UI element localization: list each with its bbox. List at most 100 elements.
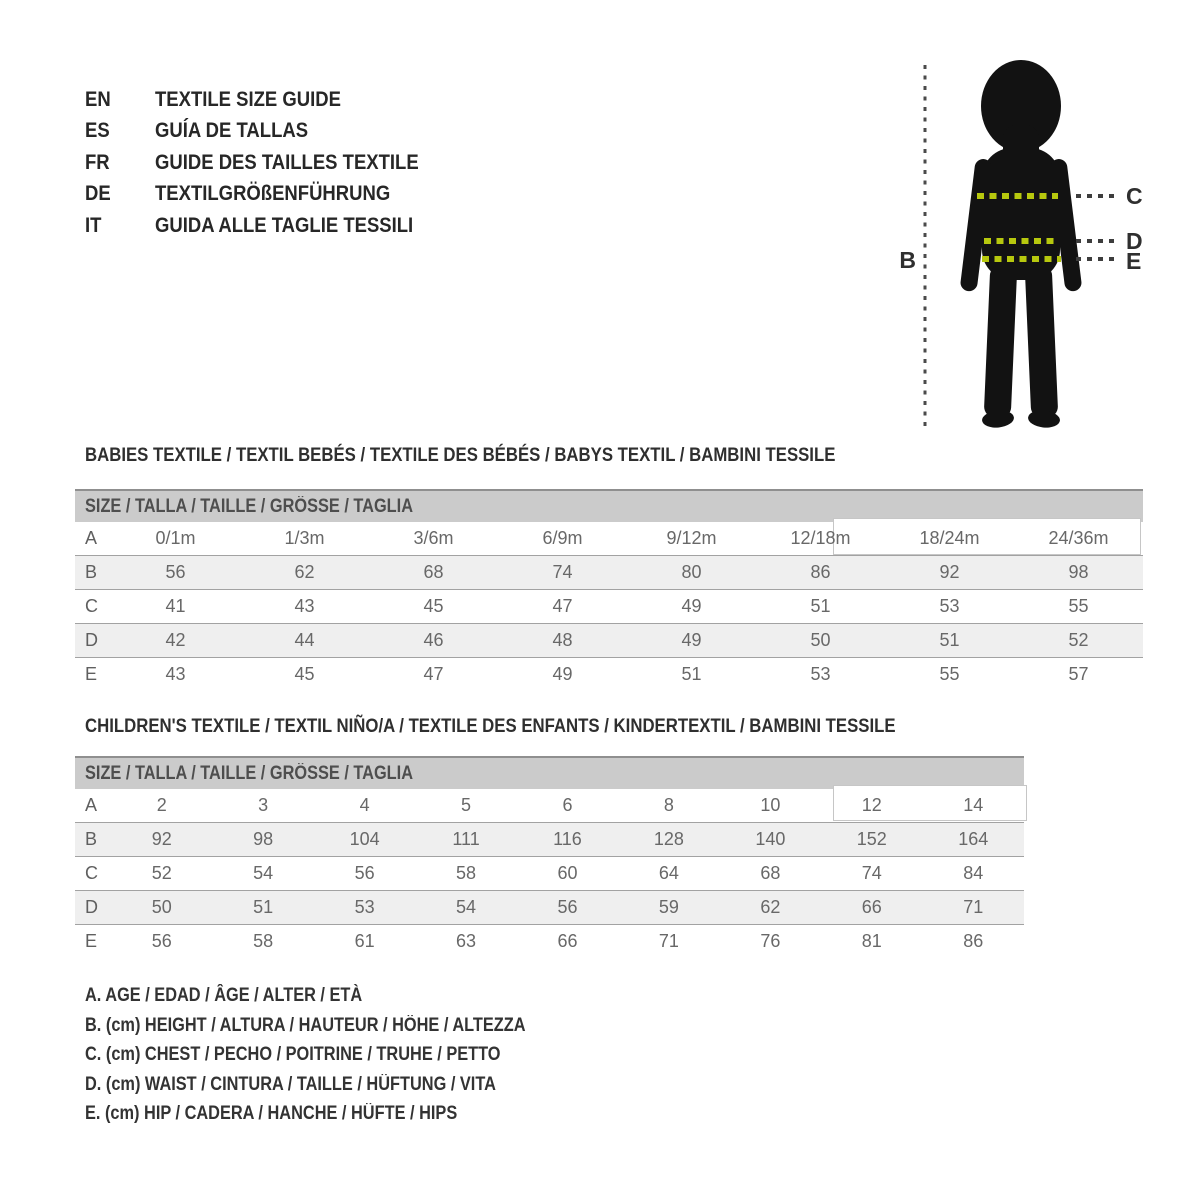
size-value-cell: 47 xyxy=(498,589,627,624)
size-value-cell: 76 xyxy=(760,931,781,951)
table-row: E 56 58 61 63 66 71 76 81 86 xyxy=(75,925,1024,959)
babies-size-table: SIZE / TALLA / TAILLE / GRÖSSE / TAGLIA … xyxy=(75,489,1143,691)
size-value-cell: 74 xyxy=(498,555,627,590)
size-value-cell: 3 xyxy=(212,789,314,823)
size-header-row: SIZE / TALLA / TAILLE / GRÖSSE / TAGLIA xyxy=(75,756,1024,789)
row-label: E xyxy=(85,931,98,951)
size-value-cell: 68 xyxy=(369,555,498,590)
table-row: A 0/1m 1/3m 3/6m 6/9m 9/12m 12/18m 18/24m 24/36m xyxy=(75,522,1143,556)
language-row-it: IT GUIDA ALLE TAGLIE TESSILI xyxy=(85,210,462,241)
guide-title-es: GUÍA DE TALLAS xyxy=(155,118,309,143)
hip-label: E xyxy=(1126,248,1141,274)
row-label: A xyxy=(75,789,111,823)
table-row: B 56 62 68 74 80 86 92 98 xyxy=(75,555,1143,590)
size-value-cell: 42 xyxy=(111,623,240,658)
size-value-cell: 62 xyxy=(240,555,369,590)
size-value-cell: 49 xyxy=(552,664,573,684)
size-value-cell: 6/9m xyxy=(498,522,627,556)
language-code: FR xyxy=(85,149,110,174)
size-value-cell: 116 xyxy=(516,822,619,857)
size-value-cell: 55 xyxy=(939,664,960,684)
size-value-cell: 52 xyxy=(1014,623,1143,658)
size-value-cell: 12/18m xyxy=(756,522,885,556)
size-value-cell: 61 xyxy=(354,931,375,951)
guide-title-it: GUIDA ALLE TAGLIE TESSILI xyxy=(155,212,414,237)
size-value-cell: 74 xyxy=(821,856,923,891)
size-value-cell: 92 xyxy=(885,555,1014,590)
size-value-cell: 6 xyxy=(516,789,619,823)
size-value-cell: 47 xyxy=(423,664,444,684)
size-value-cell: 50 xyxy=(111,890,213,925)
size-value-cell: 12 xyxy=(821,789,923,823)
row-label: A xyxy=(75,522,111,556)
row-label: B xyxy=(75,555,111,590)
legend-item-waist: D. (cm) WAIST / CINTURA / TAILLE / HÜFTU… xyxy=(85,1073,496,1095)
row-label: C xyxy=(75,589,111,624)
size-value-cell: 64 xyxy=(618,856,720,891)
size-value-cell: 1/3m xyxy=(240,522,369,556)
size-value-cell: 50 xyxy=(756,623,885,658)
size-value-cell: 43 xyxy=(240,589,369,624)
size-value-cell: 66 xyxy=(557,931,578,951)
size-value-cell: 62 xyxy=(719,890,822,925)
legend-item-height: B. (cm) HEIGHT / ALTURA / HAUTEUR / HÖHE… xyxy=(85,1014,526,1036)
size-value-cell: 45 xyxy=(369,589,498,624)
table-row: D 50 51 53 54 56 59 62 66 71 xyxy=(75,890,1024,925)
size-header-cell: SIZE / TALLA / TAILLE / GRÖSSE / TAGLIA xyxy=(75,489,1143,522)
language-code: EN xyxy=(85,87,111,111)
height-label: B xyxy=(899,247,916,273)
size-value-cell: 51 xyxy=(756,589,885,624)
row-label: D xyxy=(75,890,111,925)
child-silhouette-icon xyxy=(960,60,1082,428)
child-measurement-diagram: B C D E xyxy=(899,60,1143,431)
size-value-cell: 56 xyxy=(313,856,416,891)
size-value-cell: 128 xyxy=(618,822,720,857)
size-value-cell: 140 xyxy=(719,822,822,857)
size-value-cell: 53 xyxy=(313,890,416,925)
size-value-cell: 58 xyxy=(415,856,517,891)
size-header-cell: SIZE / TALLA / TAILLE / GRÖSSE / TAGLIA xyxy=(75,756,1024,789)
language-row-en: EN TEXTILE SIZE GUIDE xyxy=(85,84,462,115)
size-value-cell: 59 xyxy=(618,890,720,925)
size-value-cell: 56 xyxy=(151,931,172,951)
size-value-cell: 84 xyxy=(922,856,1024,891)
row-label: C xyxy=(75,856,111,891)
size-value-cell: 98 xyxy=(1014,555,1143,590)
language-title-list: EN TEXTILE SIZE GUIDE ES GUÍA DE TALLAS … xyxy=(85,84,462,241)
size-value-cell: 98 xyxy=(212,822,314,857)
size-value-cell: 44 xyxy=(240,623,369,658)
size-value-cell: 49 xyxy=(627,589,756,624)
language-row-de: DE TEXTILGRÖßENFÜHRUNG xyxy=(85,178,462,209)
size-value-cell: 66 xyxy=(821,890,923,925)
size-value-cell: 68 xyxy=(719,856,822,891)
size-value-cell: 54 xyxy=(212,856,314,891)
waist-label: D xyxy=(1126,228,1143,254)
size-value-cell: 71 xyxy=(922,890,1024,925)
size-value-cell: 56 xyxy=(516,890,619,925)
table-row: E 43 45 47 49 51 53 55 57 xyxy=(75,658,1143,692)
size-value-cell: 5 xyxy=(415,789,517,823)
table-row: B 92 98 104 111 116 128 140 152 164 xyxy=(75,822,1024,857)
size-value-cell: 58 xyxy=(253,931,274,951)
size-value-cell: 48 xyxy=(498,623,627,658)
size-header-row: SIZE / TALLA / TAILLE / GRÖSSE / TAGLIA xyxy=(75,489,1143,522)
size-value-cell: 9/12m xyxy=(627,522,756,556)
children-size-table: SIZE / TALLA / TAILLE / GRÖSSE / TAGLIA … xyxy=(75,756,1024,958)
row-label: D xyxy=(75,623,111,658)
size-value-cell: 41 xyxy=(111,589,240,624)
size-value-cell: 56 xyxy=(111,555,240,590)
size-value-cell: 51 xyxy=(212,890,314,925)
language-code: IT xyxy=(85,212,102,237)
size-value-cell: 53 xyxy=(810,664,831,684)
guide-title-en: TEXTILE SIZE GUIDE xyxy=(155,87,341,111)
table-row: A 2 3 4 5 6 8 10 12 14 xyxy=(75,789,1024,823)
language-row-es: ES GUÍA DE TALLAS xyxy=(85,115,462,146)
size-value-cell: 53 xyxy=(885,589,1014,624)
chest-label: C xyxy=(1126,183,1143,209)
size-value-cell: 55 xyxy=(1014,589,1143,624)
legend-item-hip: E. (cm) HIP / CADERA / HANCHE / HÜFTE / … xyxy=(85,1103,458,1125)
size-value-cell: 0/1m xyxy=(111,522,240,556)
size-value-cell: 63 xyxy=(456,931,477,951)
size-value-cell: 18/24m xyxy=(885,522,1014,556)
